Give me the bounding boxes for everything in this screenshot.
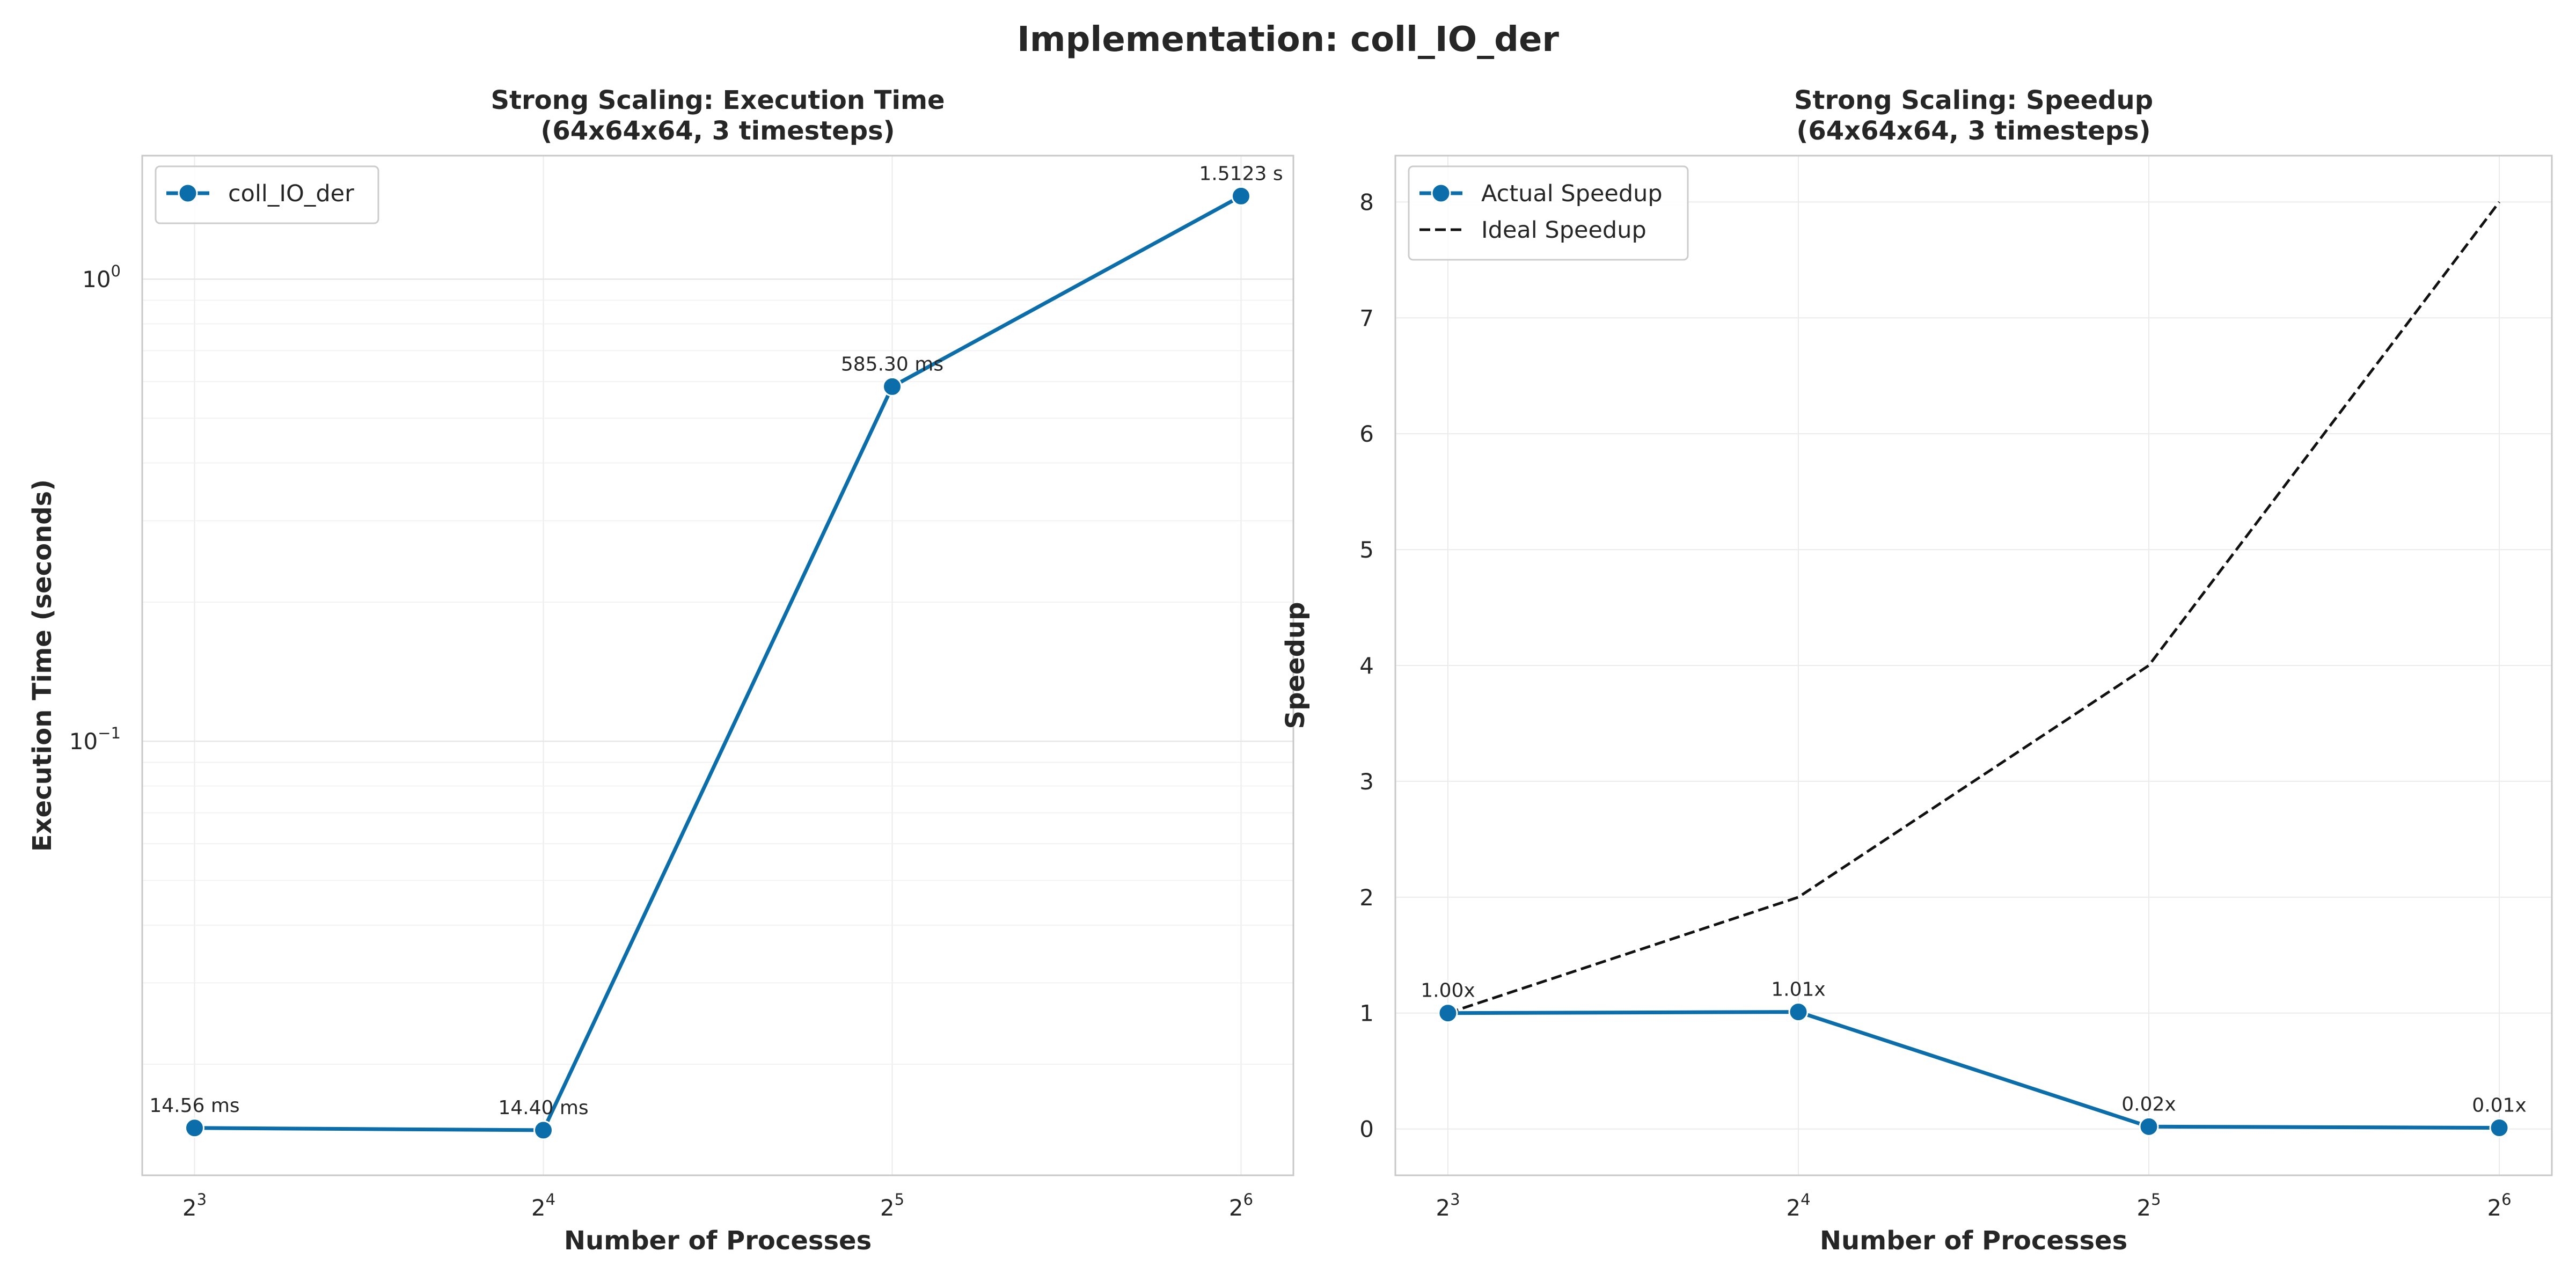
legend-box (1408, 165, 1689, 261)
series-ideal-speedup (1447, 201, 2500, 1015)
y-tick-label: 1 (1359, 1000, 1374, 1027)
data-point (1788, 1002, 1809, 1022)
data-point (1438, 1003, 1458, 1023)
plot-frame (141, 155, 1294, 1176)
data-point (2489, 1117, 2509, 1138)
y-tick-label-base: 10 (69, 728, 98, 755)
x-tick-label: 24 (1786, 1190, 1810, 1221)
x-tick-label-exp: 5 (2151, 1190, 2161, 1209)
y-tick-label: 2 (1359, 884, 1374, 911)
x-axis-label: Number of Processes (564, 1226, 872, 1256)
grid (1395, 156, 2552, 1175)
y-tick-label: 7 (1359, 305, 1374, 331)
x-tick-label: 25 (880, 1190, 904, 1221)
y-tick-label: 5 (1359, 537, 1374, 563)
legend-box (155, 165, 379, 224)
x-tick-label-base: 2 (182, 1195, 197, 1221)
x-tick-label-exp: 3 (1450, 1190, 1460, 1209)
legend-marker (178, 183, 198, 203)
y-axis-label: Speedup (1280, 602, 1311, 729)
x-tick-label-base: 2 (1436, 1195, 1450, 1221)
x-axis-label: Number of Processes (1820, 1226, 2127, 1256)
x-tick-label: 23 (1436, 1190, 1460, 1221)
y-tick-label: 100 (82, 262, 121, 292)
data-point (1231, 186, 1251, 206)
data-label: 1.01x (1771, 979, 1825, 1001)
y-tick-label: 4 (1359, 653, 1374, 679)
y-tick-label: 10−1 (69, 724, 121, 755)
grid (142, 156, 1293, 1175)
x-tick-label-base: 2 (531, 1195, 546, 1221)
y-axis-label: Execution Time (seconds) (27, 479, 57, 852)
y-tick-label: 6 (1359, 421, 1374, 447)
x-tick-label-base: 2 (2136, 1195, 2151, 1221)
data-label: 14.56 ms (149, 1095, 239, 1117)
figure-title: Implementation: coll_IO_der (1017, 20, 1559, 60)
y-tick-label-exp: 0 (111, 262, 121, 280)
x-tick-label: 23 (182, 1190, 207, 1221)
legend-marker (1431, 183, 1451, 203)
series-line (1447, 201, 2500, 1015)
data-label: 14.40 ms (498, 1097, 588, 1119)
data-label: 1.00x (1421, 980, 1475, 1002)
x-tick-label-exp: 4 (546, 1190, 555, 1209)
y-tick-label: 0 (1359, 1116, 1374, 1143)
y-tick-label: 8 (1359, 189, 1374, 215)
x-tick-label-exp: 6 (1243, 1190, 1253, 1209)
chart-title-line2: (64x64x64, 3 timesteps) (540, 116, 895, 146)
x-tick-label: 26 (2487, 1190, 2511, 1221)
x-tick-label-exp: 5 (895, 1190, 904, 1209)
x-tick-label: 25 (2136, 1190, 2161, 1221)
y-tick-label-base: 10 (82, 266, 111, 292)
x-tick-label-base: 2 (880, 1195, 895, 1221)
series-line (1447, 1010, 2500, 1130)
data-point (882, 376, 902, 397)
chart-title-line2: (64x64x64, 3 timesteps) (1796, 116, 2150, 146)
legend-entry: coll_IO_der (228, 180, 354, 207)
data-point (533, 1120, 553, 1140)
series-line (194, 194, 1242, 1132)
series-actual-speedup: 1.00x 1.01x 0.02x 0.01x (1421, 979, 2527, 1138)
data-point (2139, 1116, 2159, 1137)
data-point (185, 1118, 204, 1138)
x-tick-label: 24 (531, 1190, 555, 1221)
data-label: 0.02x (2121, 1093, 2176, 1115)
x-tick-label-base: 2 (1786, 1195, 1801, 1221)
data-label: 1.5123 s (1199, 163, 1283, 185)
chart-title-line1: Strong Scaling: Speedup (1794, 85, 2153, 115)
x-tick-label-exp: 3 (197, 1190, 207, 1209)
y-tick-label: 3 (1359, 769, 1374, 795)
legend-entry: Actual Speedup (1481, 180, 1663, 207)
x-tick-label-base: 2 (2487, 1195, 2501, 1221)
data-label: 0.01x (2472, 1094, 2526, 1116)
data-label: 585.30 ms (841, 353, 943, 375)
legend: Actual Speedup Ideal Speedup (1408, 165, 1689, 261)
x-tick-label-exp: 6 (2501, 1190, 2511, 1209)
legend: coll_IO_der (155, 165, 379, 224)
series-coll-io-der: 14.56 ms 14.40 ms 585.30 ms 1.5123 s (149, 163, 1283, 1140)
legend-entry: Ideal Speedup (1481, 217, 1646, 244)
y-tick-label-exp: −1 (98, 724, 121, 742)
x-tick-label-exp: 4 (1801, 1190, 1810, 1209)
plot-frame (1394, 155, 2553, 1176)
x-tick-label: 26 (1229, 1190, 1253, 1221)
chart-title-line1: Strong Scaling: Execution Time (491, 85, 945, 115)
x-tick-label-base: 2 (1229, 1195, 1243, 1221)
